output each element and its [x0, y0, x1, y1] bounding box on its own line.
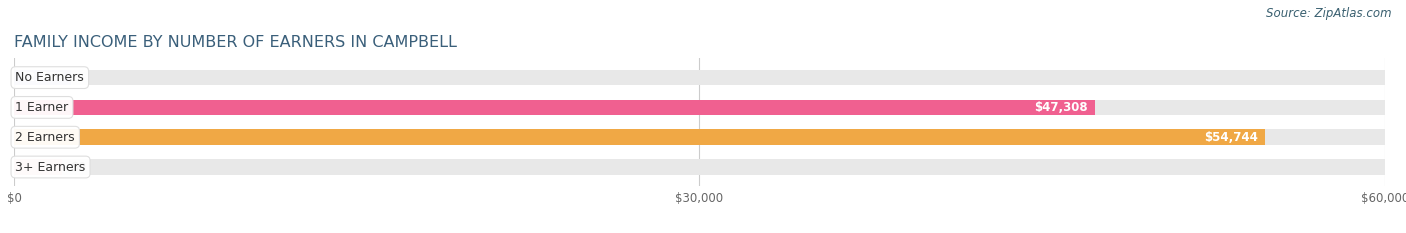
Bar — [14, 130, 1265, 145]
Bar — [14, 100, 1095, 115]
Text: No Earners: No Earners — [15, 71, 84, 84]
Text: $47,308: $47,308 — [1035, 101, 1088, 114]
Bar — [14, 100, 1385, 115]
Bar — [14, 130, 1385, 145]
Text: $0: $0 — [70, 161, 87, 174]
Text: 1 Earner: 1 Earner — [15, 101, 69, 114]
Bar — [14, 159, 1385, 175]
Bar — [14, 70, 72, 85]
Bar — [14, 159, 62, 175]
Bar — [14, 70, 1385, 85]
Text: $2,499: $2,499 — [18, 71, 65, 84]
Text: $54,744: $54,744 — [1204, 131, 1258, 144]
Text: 3+ Earners: 3+ Earners — [15, 161, 86, 174]
Text: FAMILY INCOME BY NUMBER OF EARNERS IN CAMPBELL: FAMILY INCOME BY NUMBER OF EARNERS IN CA… — [14, 35, 457, 50]
Text: 2 Earners: 2 Earners — [15, 131, 75, 144]
Text: Source: ZipAtlas.com: Source: ZipAtlas.com — [1267, 7, 1392, 20]
